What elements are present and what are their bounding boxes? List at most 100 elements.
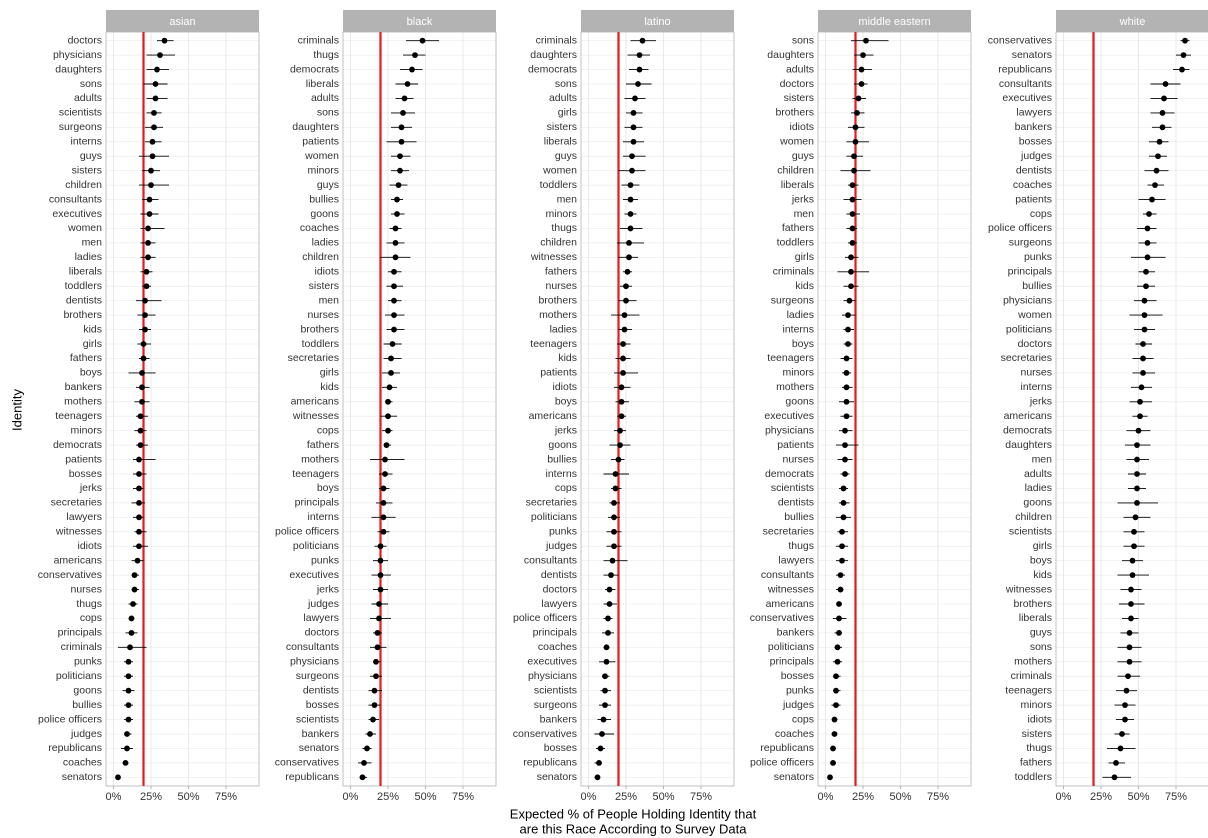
strip-label: black [407, 16, 433, 28]
x-tick-label: 75% [1165, 791, 1187, 803]
point [843, 369, 850, 376]
point [142, 297, 148, 304]
y-tick-label: police officers [750, 757, 814, 769]
point [149, 138, 156, 145]
y-tick-label: surgeons [534, 699, 577, 711]
y-tick-label: children [777, 164, 814, 176]
strip-label: latino [644, 16, 670, 28]
y-tick-label: criminals [1011, 670, 1052, 682]
point [115, 774, 121, 781]
point [615, 456, 622, 463]
strip [581, 10, 734, 32]
point [137, 413, 144, 420]
point [602, 687, 608, 694]
x-tick-label: 0% [818, 791, 834, 803]
point [152, 95, 159, 102]
y-tick-label: consultants [286, 641, 339, 653]
y-tick-label: jerks [79, 482, 102, 494]
point [858, 66, 865, 73]
y-tick-label: thugs [551, 222, 577, 234]
y-tick-label: interns [545, 468, 577, 480]
x-tick-label: 0% [1056, 791, 1072, 803]
x-axis-title: are this Race According to Survey Data [520, 821, 748, 836]
point [367, 731, 373, 737]
point [371, 702, 378, 709]
x-tick-label: 75% [452, 791, 474, 803]
y-tick-label: sisters [784, 92, 814, 104]
y-tick-label: doctors [543, 583, 577, 595]
y-tick-label: surgeons [1009, 237, 1052, 249]
y-tick-label: politicians [293, 540, 339, 552]
y-tick-label: daughters [767, 49, 814, 61]
x-tick-label: 50% [177, 791, 199, 803]
point [391, 283, 397, 290]
y-tick-label: americans [54, 554, 102, 566]
y-tick-label: women [67, 222, 102, 234]
point [361, 759, 367, 766]
point [148, 182, 154, 189]
y-tick-label: ladies [75, 251, 102, 263]
y-tick-label: executives [764, 410, 814, 422]
point [145, 254, 151, 261]
point [1146, 211, 1152, 217]
point [606, 601, 613, 607]
point [388, 355, 394, 362]
y-tick-label: boys [1030, 554, 1052, 566]
point [632, 95, 638, 102]
point [397, 153, 403, 160]
point [608, 572, 614, 579]
point [833, 687, 839, 694]
point [374, 629, 381, 636]
point [605, 615, 611, 622]
x-axis-title: Expected % of People Holding Identity th… [510, 806, 757, 821]
point [1132, 514, 1139, 521]
y-tick-label: liberals [306, 78, 339, 90]
y-tick-label: men [557, 193, 578, 205]
y-tick-label: toddlers [302, 338, 339, 350]
x-tick-label: 0% [343, 791, 359, 803]
y-tick-label: jerks [791, 193, 814, 205]
y-tick-label: judges [545, 540, 577, 552]
y-tick-label: police officers [275, 526, 339, 538]
point [395, 182, 402, 189]
y-tick-label: bosses [781, 670, 814, 682]
y-tick-label: daughters [55, 63, 102, 75]
point [1143, 283, 1149, 290]
point [848, 283, 854, 290]
y-tick-label: idiots [789, 121, 814, 133]
y-tick-label: boys [555, 396, 577, 408]
point [624, 268, 631, 275]
y-tick-label: adults [786, 63, 814, 75]
y-tick-label: republicans [48, 742, 102, 754]
y-tick-label: men [319, 294, 340, 306]
x-tick-label: 75% [690, 791, 712, 803]
point [603, 658, 610, 665]
y-tick-label: secretaries [51, 497, 102, 509]
point [1131, 528, 1137, 535]
y-tick-label: adults [549, 92, 577, 104]
point [849, 211, 856, 217]
y-tick-label: republicans [760, 742, 814, 754]
point [849, 225, 856, 232]
y-tick-label: guys [80, 150, 102, 162]
y-tick-label: cops [317, 424, 339, 436]
y-tick-label: secretaries [763, 526, 814, 538]
point [612, 471, 619, 477]
point [605, 629, 611, 636]
point [617, 442, 623, 449]
y-tick-label: men [794, 208, 815, 220]
point [1134, 471, 1140, 477]
y-tick-label: guys [1030, 627, 1052, 639]
y-tick-label: fathers [545, 266, 577, 278]
y-tick-label: scientists [534, 684, 577, 696]
y-tick-label: nurses [545, 280, 577, 292]
y-tick-label: adults [1024, 468, 1052, 480]
point [392, 254, 399, 261]
y-tick-label: guys [555, 150, 577, 162]
y-tick-label: lawyers [66, 511, 102, 523]
y-tick-label: conservatives [38, 569, 102, 581]
point [626, 239, 632, 246]
y-tick-label: conservatives [750, 612, 814, 624]
point [860, 52, 866, 59]
point [377, 572, 384, 579]
